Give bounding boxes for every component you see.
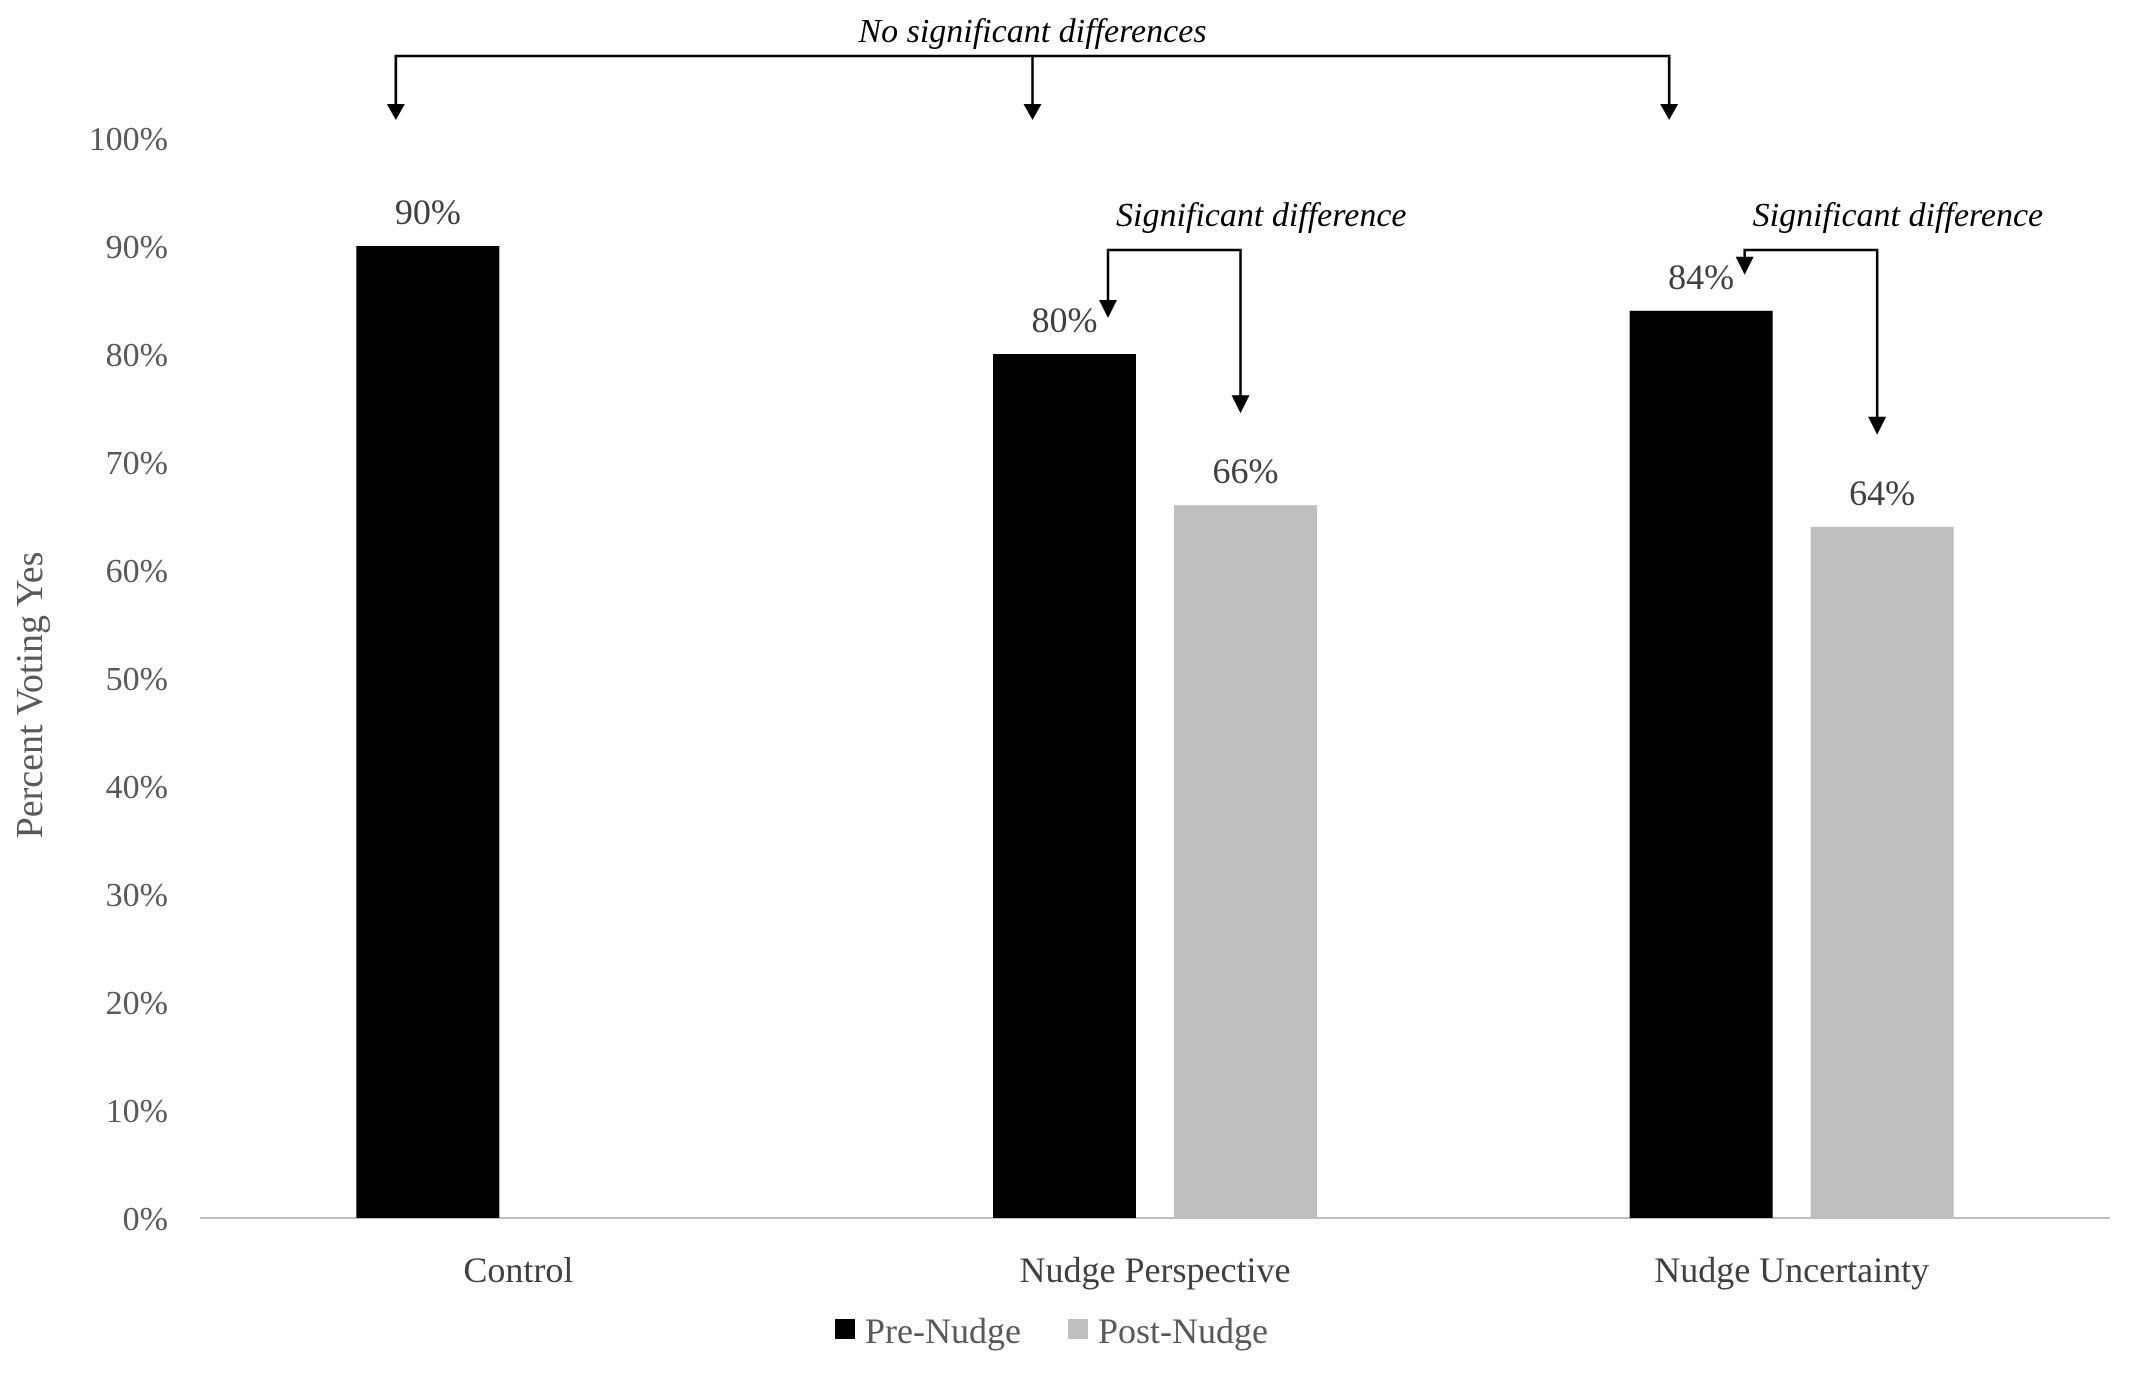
legend-label: Post-Nudge <box>1098 1311 1268 1351</box>
x-tick-label: Nudge Uncertainty <box>1654 1250 1929 1290</box>
y-tick-label: 40% <box>106 769 168 806</box>
x-tick-label: Nudge Perspective <box>1020 1250 1291 1290</box>
bracket-line <box>1743 248 1879 421</box>
arrowhead <box>1735 256 1754 275</box>
annotation-text: No significant differences <box>857 13 1206 50</box>
legend-swatch <box>1068 1319 1088 1339</box>
annotations: No significant differences Significant di… <box>386 13 2044 435</box>
bar <box>1629 310 1773 1218</box>
y-tick-label: 0% <box>123 1201 168 1238</box>
data-labels: 90% 80% 66% 84% 64% <box>395 192 1915 513</box>
arrowhead <box>1023 104 1042 120</box>
y-tick-label: 90% <box>106 229 168 266</box>
y-axis-label: Percent Voting Yes <box>9 552 51 839</box>
y-tick-label: 50% <box>106 661 168 698</box>
y-tick-label: 20% <box>106 985 168 1022</box>
y-tick-label: 10% <box>106 1093 168 1130</box>
arrowhead <box>1231 395 1250 414</box>
annotation-text: Significant difference <box>1753 197 2044 234</box>
y-tick-label: 70% <box>106 445 168 482</box>
category-labels: Control Nudge Perspective Nudge Uncertaint… <box>463 1250 1929 1290</box>
data-label: 66% <box>1213 451 1279 491</box>
bar <box>993 354 1136 1218</box>
y-tick-label: 100% <box>89 121 168 158</box>
arrowhead <box>1660 104 1679 120</box>
arrowhead <box>386 104 405 120</box>
y-tick-label: 60% <box>106 553 168 590</box>
data-label: 90% <box>395 192 461 232</box>
legend-label: Pre-Nudge <box>865 1311 1021 1351</box>
bar <box>356 246 500 1218</box>
annotation-text: Significant difference <box>1116 197 1407 234</box>
x-tick-label: Control <box>463 1250 573 1290</box>
bracket-line <box>1106 248 1242 400</box>
legend: Pre-Nudge Post-Nudge <box>835 1311 1268 1351</box>
bar <box>1810 526 1954 1218</box>
bars <box>356 246 1954 1218</box>
y-tick-label: 80% <box>106 337 168 374</box>
data-label: 84% <box>1668 257 1734 297</box>
data-label: 80% <box>1032 300 1098 340</box>
data-label: 64% <box>1849 473 1915 513</box>
y-axis-ticks: 0% 10% 20% 30% 40% 50% 60% 70% 80% 90% 100% <box>89 121 168 1238</box>
bar <box>1174 505 1317 1218</box>
y-tick-label: 30% <box>106 877 168 914</box>
legend-swatch <box>835 1319 855 1339</box>
arrowhead <box>1868 416 1887 435</box>
arrowhead <box>1099 300 1117 318</box>
